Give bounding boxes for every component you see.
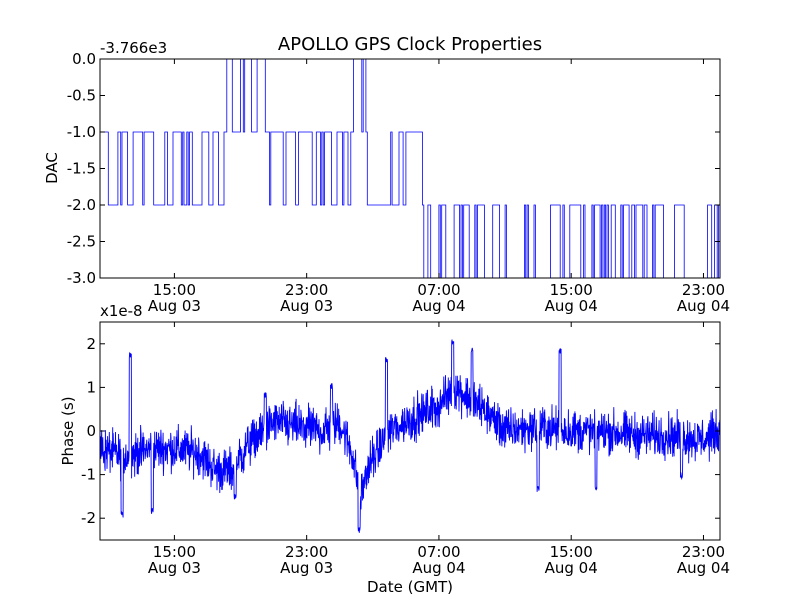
x-tick-label: 15:00 Aug 04 (545, 281, 598, 315)
x-tick-label: 23:00 Aug 03 (280, 281, 333, 315)
chart-title: APOLLO GPS Clock Properties (278, 34, 542, 55)
phase-ticks: 2 1 0 -1 -2 15:00 Aug 03 23:00 Aug 03 07:00 Aug 04… (81, 322, 730, 577)
x-tick-label: 15:00 Aug 04 (545, 543, 598, 577)
x-tick-label: 15:00 Aug 03 (148, 543, 201, 577)
y-tick-label: 0 (86, 422, 96, 440)
y-tick-label: -2 (81, 509, 96, 527)
dac-series-line (100, 59, 720, 278)
x-tick-label: 07:00 Aug 04 (412, 543, 465, 577)
x-tick-label: 23:00 Aug 04 (677, 281, 730, 315)
dac-y-axis-label: DAC (43, 152, 61, 184)
phase-offset-label: x1e-8 (100, 302, 143, 320)
y-tick-label: -0.5 (67, 87, 96, 105)
dac-offset-label: -3.766e3 (100, 39, 167, 57)
y-tick-label: -3.0 (67, 269, 96, 287)
phase-subplot: 2 1 0 -1 -2 15:00 Aug 03 23:00 Aug 03 07:00 Aug 04… (59, 302, 730, 596)
x-tick-label: 23:00 Aug 04 (677, 543, 730, 577)
y-tick-label: 2 (86, 335, 96, 353)
y-tick-label: -2.0 (67, 196, 96, 214)
y-tick-label: 1 (86, 378, 96, 396)
x-tick-label: 23:00 Aug 03 (280, 543, 333, 577)
y-tick-label: -1.0 (67, 123, 96, 141)
y-tick-label: -2.5 (67, 233, 96, 251)
phase-series (100, 339, 720, 533)
phase-x-axis-label: Date (GMT) (367, 578, 453, 596)
x-tick-label: 07:00 Aug 04 (412, 281, 465, 315)
dac-subplot: 0.0 -0.5 -1.0 -1.5 -2.0 -2.5 -3.0 15:00 Aug 03 23… (43, 39, 730, 315)
x-tick-label: 15:00 Aug 03 (148, 281, 201, 315)
dac-series (100, 59, 720, 278)
y-tick-label: 0.0 (72, 50, 96, 68)
phase-series-line (100, 339, 720, 533)
y-tick-label: -1.5 (67, 160, 96, 178)
dac-ticks: 0.0 -0.5 -1.0 -1.5 -2.0 -2.5 -3.0 15:00 Aug 03 23… (67, 50, 730, 315)
y-tick-label: -1 (81, 466, 96, 484)
phase-y-axis-label: Phase (s) (59, 396, 77, 465)
